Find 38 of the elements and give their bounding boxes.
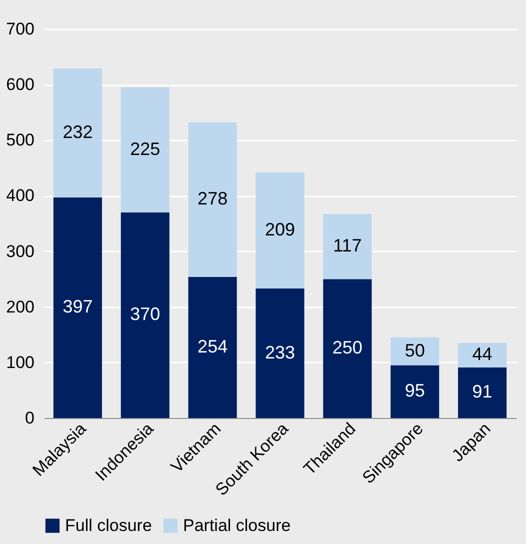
data-label: 278: [198, 188, 228, 209]
y-tick-label: 200: [6, 297, 34, 316]
bar: [256, 172, 304, 289]
data-label: 233: [264, 342, 296, 362]
bar: [390, 365, 440, 418]
y-tick-label: 600: [6, 75, 34, 94]
bar: [256, 288, 304, 418]
data-label: 232: [62, 122, 93, 142]
data-label: 91: [472, 382, 492, 402]
bar: [120, 212, 170, 418]
y-tick-label: 100: [6, 352, 34, 372]
bar: [458, 342, 507, 368]
y-tick-label: 700: [6, 20, 34, 38]
data-label: 254: [198, 336, 228, 356]
data-label: 50: [404, 340, 425, 360]
bar: [53, 197, 102, 418]
data-label: 370: [130, 304, 160, 324]
data-label: 225: [130, 138, 160, 159]
y-tick-label: 0: [25, 408, 34, 428]
data-label: 209: [264, 219, 296, 240]
bar: [323, 214, 372, 280]
legend-label: Full closure: [65, 516, 152, 535]
data-label: 250: [332, 338, 362, 358]
bar: [323, 279, 372, 418]
data-label: 117: [333, 236, 362, 256]
y-tick-label: 500: [6, 130, 34, 150]
bar: [188, 276, 237, 418]
bar: [458, 367, 507, 418]
bar: [53, 68, 102, 198]
data-label: 397: [62, 296, 93, 317]
data-label: 95: [404, 380, 425, 401]
bar: [120, 87, 170, 212]
bar: [390, 337, 440, 366]
y-tick-label: 400: [6, 186, 34, 206]
bar: [188, 122, 237, 277]
y-tick-label: 300: [6, 242, 34, 261]
legend-label: Partial closure: [183, 516, 291, 535]
data-label: 44: [472, 344, 492, 364]
